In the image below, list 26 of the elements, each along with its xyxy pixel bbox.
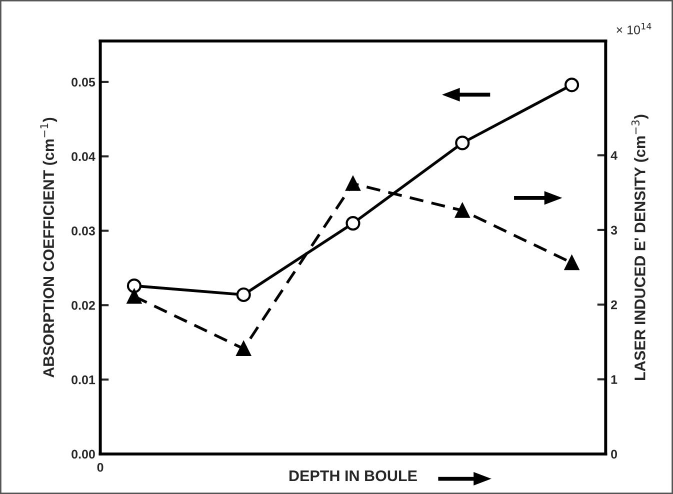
y-axis-title: ABSORPTION COEFFICIENT (cm$^{−1}$) bbox=[40, 118, 58, 378]
y2-tick-label: 3 bbox=[610, 226, 618, 235]
point bbox=[346, 176, 360, 191]
y2-tick-label: 1 bbox=[611, 375, 618, 384]
y-tick-label: 0.05 bbox=[72, 78, 96, 87]
y-tick-label: 0.00 bbox=[72, 450, 95, 459]
point bbox=[455, 136, 470, 150]
point bbox=[236, 287, 251, 302]
y2-tick-label: 4 bbox=[610, 151, 618, 160]
text: 0 bbox=[97, 462, 104, 472]
point bbox=[564, 78, 580, 92]
y-tick-label: 0.04 bbox=[72, 152, 96, 161]
point bbox=[346, 216, 360, 231]
x-axis-title: DEPTH IN BOULE bbox=[290, 470, 417, 482]
point bbox=[126, 278, 142, 294]
text: × 10$^{14}$ bbox=[616, 23, 652, 34]
y-tick-label: 0.01 bbox=[72, 375, 96, 384]
y2-axis-title: LASER INDUCED E' DENSITY (cm$^{−3}$) bbox=[631, 114, 648, 380]
y2-tick-label: 0 bbox=[611, 450, 617, 459]
y-tick-label: 0.03 bbox=[72, 226, 95, 236]
y-tick-label: 0.02 bbox=[72, 300, 95, 310]
point bbox=[236, 341, 251, 356]
y2-tick-label: 2 bbox=[610, 300, 618, 310]
point bbox=[126, 289, 142, 304]
point bbox=[564, 256, 580, 270]
point bbox=[455, 203, 470, 218]
